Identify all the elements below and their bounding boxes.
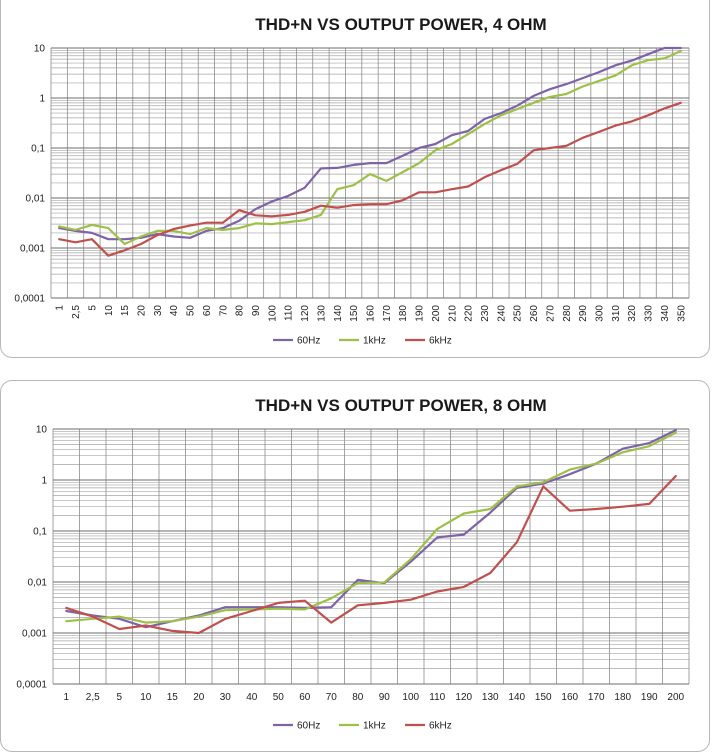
x-tick-label: 110	[284, 305, 295, 321]
x-tick-label: 2,5	[86, 692, 100, 703]
x-tick-label: 70	[326, 692, 338, 703]
x-tick-label: 30	[220, 692, 232, 703]
x-tick-label: 240	[496, 305, 507, 322]
x-tick-label: 1	[63, 692, 69, 703]
x-tick-label: 90	[379, 692, 391, 703]
x-tick-label: 100	[402, 692, 419, 703]
x-tick-label: 100	[267, 305, 278, 322]
x-tick-label: 80	[352, 692, 364, 703]
x-tick-label: 10	[140, 692, 152, 703]
x-tick-label: 330	[644, 305, 655, 322]
x-tick-label: 160	[561, 692, 578, 703]
chart-panel-8-ohm: THD+N VS OUTPUT POWER, 8 OHM 10 1 0,1 0,01 0,…	[0, 380, 710, 752]
x-tick-label: 50	[273, 692, 285, 703]
x-tick-label: 40	[246, 692, 258, 703]
x-tick-label: 10	[104, 305, 115, 317]
x-tick-label: 200	[667, 692, 684, 703]
y-tick-label: 0,01	[26, 194, 46, 205]
x-tick-label: 190	[415, 305, 426, 322]
x-tick-label: 180	[614, 692, 631, 703]
x-tick-label: 140	[333, 305, 344, 322]
y-tick-label: 0,1	[33, 527, 47, 538]
y-tick-label: 0,0001	[14, 294, 45, 305]
x-tick-label: 270	[545, 305, 556, 322]
x-tick-label: 350	[676, 305, 687, 322]
x-tick-label: 170	[382, 305, 393, 322]
y-tick-label: 0,0001	[16, 680, 47, 691]
y-tick-label: 1	[39, 94, 45, 105]
chart-panel-4-ohm: THD+N VS OUTPUT POWER, 4 OHM 10 1 0,1 0,01 0,…	[0, 0, 710, 358]
x-tick-label: 20	[136, 305, 147, 317]
x-tick-label: 170	[588, 692, 605, 703]
series-line-6khz	[65, 474, 677, 635]
y-tick-label: 0,01	[28, 578, 48, 589]
x-tick-label: 30	[153, 305, 164, 317]
series-line-1khz	[58, 49, 682, 246]
x-tick-label: 140	[508, 692, 525, 703]
x-tick-label: 50	[186, 305, 197, 317]
series-line-6khz	[58, 101, 682, 257]
x-tick-label: 210	[447, 305, 458, 322]
x-tick-label: 320	[627, 305, 638, 322]
x-tick-label: 260	[529, 305, 540, 322]
x-tick-label: 20	[193, 692, 205, 703]
x-tick-label: 5	[116, 692, 122, 703]
chart-title: THD+N VS OUTPUT POWER, 8 OHM	[255, 396, 546, 415]
x-tick-label: 220	[464, 305, 475, 322]
chart-8-ohm: THD+N VS OUTPUT POWER, 8 OHM 10 1 0,1 0,01 0,…	[16, 396, 690, 732]
chart-title: THD+N VS OUTPUT POWER, 4 OHM	[255, 15, 546, 34]
x-tick-label: 290	[578, 305, 589, 322]
x-tick-label: 180	[398, 305, 409, 322]
x-tick-label: 310	[611, 305, 622, 322]
x-tick-label: 120	[300, 305, 311, 322]
y-tick-label: 10	[34, 44, 46, 55]
series-line-60hz	[58, 46, 682, 241]
x-tick-label: 150	[535, 692, 552, 703]
x-tick-label: 120	[455, 692, 472, 703]
legend-label-1khz: 1kHz	[363, 721, 386, 732]
x-tick-label: 40	[169, 305, 180, 317]
x-tick-label: 340	[660, 305, 671, 322]
x-tick-label: 80	[235, 305, 246, 317]
y-tick-label: 0,001	[22, 629, 47, 640]
x-tick-label: 130	[482, 692, 499, 703]
y-tick-label: 10	[36, 425, 48, 436]
x-tick-label: 15	[167, 692, 179, 703]
x-tick-label: 130	[316, 305, 327, 322]
legend-label-60hz: 60Hz	[297, 336, 320, 347]
x-tick-label: 230	[480, 305, 491, 322]
x-tick-label: 5	[87, 305, 98, 311]
y-tick-label: 1	[41, 476, 47, 487]
x-tick-label: 150	[349, 305, 360, 322]
x-tick-label: 280	[562, 305, 573, 322]
x-tick-label: 190	[641, 692, 658, 703]
y-tick-label: 0,001	[20, 244, 45, 255]
x-tick-label: 2,5	[71, 305, 82, 319]
legend-label-1khz: 1kHz	[363, 336, 386, 347]
legend-label-60hz: 60Hz	[297, 721, 320, 732]
x-tick-label: 60	[299, 692, 311, 703]
x-tick-label: 300	[595, 305, 606, 322]
legend-label-6khz: 6kHz	[429, 336, 452, 347]
x-tick-label: 1	[55, 305, 66, 311]
x-tick-label: 15	[120, 305, 131, 317]
series-line-1khz	[65, 431, 677, 624]
x-tick-label: 60	[202, 305, 213, 317]
legend-label-6khz: 6kHz	[429, 721, 452, 732]
chart-4-ohm: THD+N VS OUTPUT POWER, 4 OHM 10 1 0,1 0,01 0,…	[14, 15, 690, 347]
x-tick-label: 200	[431, 305, 442, 322]
x-tick-label: 250	[513, 305, 524, 322]
y-tick-label: 0,1	[31, 144, 45, 155]
x-tick-label: 110	[429, 692, 445, 703]
x-tick-label: 90	[251, 305, 262, 317]
x-tick-label: 70	[218, 305, 229, 317]
x-tick-label: 160	[366, 305, 377, 322]
